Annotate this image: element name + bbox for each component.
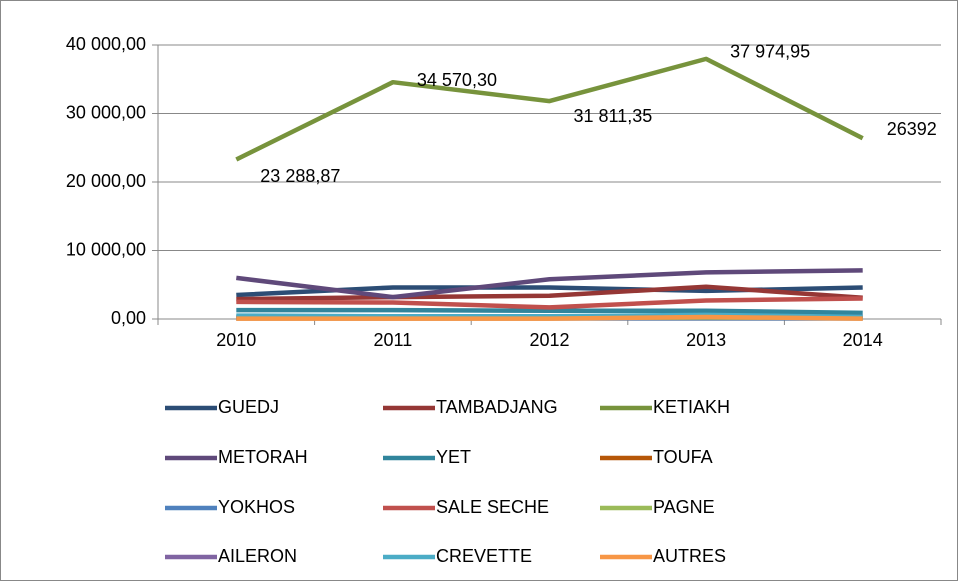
- legend-label: CREVETTE: [436, 546, 532, 566]
- legend-label: METORAH: [218, 447, 308, 467]
- x-tick-label: 2014: [843, 330, 883, 350]
- x-tick-label: 2011: [374, 330, 413, 350]
- x-tick-label: 2013: [686, 330, 726, 350]
- x-tick-label: 2012: [529, 330, 569, 350]
- data-label: 26392: [887, 119, 937, 139]
- legend-label: TOUFA: [653, 447, 713, 467]
- legend-label: PAGNE: [653, 497, 715, 517]
- y-tick-label: 40 000,00: [66, 34, 146, 54]
- series-line: [236, 284, 863, 302]
- data-label: 37 974,95: [730, 42, 810, 62]
- y-tick-label: 10 000,00: [66, 239, 146, 259]
- legend-label: TAMBADJANG: [436, 397, 558, 417]
- legend-label: GUEDJ: [218, 397, 279, 417]
- series-line: [236, 307, 863, 316]
- legend-label: KETIAKH: [653, 397, 730, 417]
- series-line: [236, 314, 863, 321]
- y-tick-label: 30 000,00: [66, 102, 146, 122]
- y-tick-label: 0,00: [111, 308, 146, 328]
- y-tick-label: 20 000,00: [66, 171, 146, 191]
- series-line: [236, 268, 863, 300]
- series-line: [236, 296, 863, 310]
- data-label: 31 811,35: [574, 106, 653, 126]
- legend-label: AUTRES: [653, 546, 726, 566]
- legend-label: YET: [436, 447, 471, 467]
- legend-label: YOKHOS: [218, 497, 295, 517]
- series-line: [235, 56, 864, 162]
- legend-label: AILERON: [218, 546, 297, 566]
- data-label: 34 570,30: [417, 70, 497, 90]
- x-tick-label: 2010: [216, 330, 256, 350]
- data-label: 23 288,87: [260, 166, 340, 186]
- legend-label: SALE SECHE: [436, 497, 549, 517]
